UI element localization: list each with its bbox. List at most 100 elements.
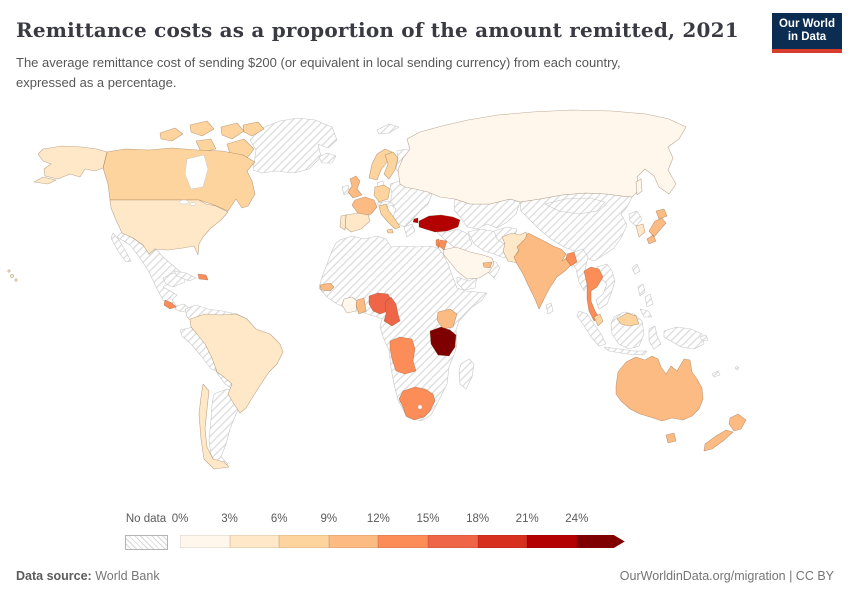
country-mexico[interactable] xyxy=(116,231,184,308)
country-usa[interactable] xyxy=(109,199,229,256)
country-sri-lanka[interactable] xyxy=(545,302,554,315)
great-lakes xyxy=(179,199,189,205)
country-malaysia-peninsula[interactable] xyxy=(593,313,604,327)
country-pakistan[interactable] xyxy=(501,231,529,264)
country-senegal[interactable] xyxy=(319,282,335,292)
legend-bin-5[interactable] xyxy=(427,535,478,548)
country-south-africa[interactable] xyxy=(398,386,436,421)
country-lesotho xyxy=(417,404,423,410)
country-dominican-republic[interactable] xyxy=(197,273,209,281)
legend-bin-2[interactable] xyxy=(279,535,329,548)
legend-bin-3[interactable] xyxy=(328,535,379,548)
country-tanzania[interactable] xyxy=(429,326,457,357)
country-south-korea[interactable] xyxy=(635,223,646,238)
subtitle-line-1: The average remittance cost of sending $… xyxy=(16,55,621,70)
legend-tick-label: 24% xyxy=(565,513,589,525)
island-svalbard[interactable] xyxy=(376,123,400,135)
island-new-caledonia[interactable] xyxy=(711,370,721,378)
legend-bin-7[interactable] xyxy=(527,535,577,548)
country-kenya[interactable] xyxy=(436,308,458,330)
country-malaysia-east[interactable] xyxy=(616,312,640,327)
country-north-korea[interactable] xyxy=(628,210,643,227)
region-syria-iraq[interactable] xyxy=(436,228,473,252)
islands-hawaii[interactable] xyxy=(7,269,11,273)
data-source-value: World Bank xyxy=(91,569,160,583)
island-sulawesi[interactable] xyxy=(648,325,662,350)
country-thailand[interactable] xyxy=(583,266,604,322)
country-sweden[interactable] xyxy=(383,151,399,180)
page-title: Remittance costs as a proportion of the … xyxy=(16,18,739,42)
country-canada-islands[interactable] xyxy=(159,120,265,163)
country-cuba[interactable] xyxy=(173,270,197,282)
country-angola[interactable] xyxy=(389,336,417,375)
country-germany[interactable] xyxy=(373,184,391,203)
country-japan[interactable] xyxy=(646,208,668,245)
data-source-label: Data source: xyxy=(16,569,92,583)
data-source: Data source: World Bank xyxy=(16,569,160,583)
island-sakhalin[interactable] xyxy=(635,178,643,196)
country-russia[interactable] xyxy=(397,109,687,205)
country-australia[interactable] xyxy=(615,355,704,422)
legend-tick-label: 0% xyxy=(171,513,189,525)
legend-tick-label: 9% xyxy=(320,513,338,525)
country-greece[interactable] xyxy=(403,223,416,238)
legend-color-bar xyxy=(180,535,625,548)
island-java[interactable] xyxy=(603,346,648,356)
island-sumatra[interactable] xyxy=(576,310,607,347)
legend-bin-8[interactable] xyxy=(576,535,625,548)
country-saudi-arabia[interactable] xyxy=(442,246,495,280)
country-india[interactable] xyxy=(513,232,573,310)
country-greenland[interactable] xyxy=(249,117,338,174)
country-yemen[interactable] xyxy=(456,276,478,291)
legend-bin-0[interactable] xyxy=(180,535,230,548)
island-new-guinea[interactable] xyxy=(663,326,705,350)
country-iceland[interactable] xyxy=(318,152,337,164)
region-kazakhstan-central-asia[interactable] xyxy=(453,198,521,230)
credit-link[interactable]: OurWorldinData.org/migration | CC BY xyxy=(619,569,834,583)
subtitle-line-2: expressed as a percentage. xyxy=(16,75,177,90)
legend-tick-label: 15% xyxy=(416,513,440,525)
legend-tick-label: 21% xyxy=(515,513,539,525)
country-costa-rica[interactable] xyxy=(163,299,177,310)
country-new-zealand[interactable] xyxy=(703,413,747,452)
country-cameroon[interactable] xyxy=(383,296,401,327)
owid-logo[interactable]: Our World in Data xyxy=(772,13,842,53)
country-alaska[interactable] xyxy=(33,145,108,185)
country-brazil[interactable] xyxy=(189,313,284,414)
country-france[interactable] xyxy=(351,196,378,218)
country-ghana[interactable] xyxy=(355,297,367,315)
legend-bin-1[interactable] xyxy=(229,535,280,548)
country-madagascar[interactable] xyxy=(458,358,475,390)
country-ireland[interactable] xyxy=(341,184,351,196)
islands-hawaii[interactable] xyxy=(14,278,18,282)
legend-tick-label: 3% xyxy=(221,513,238,525)
country-chile[interactable] xyxy=(198,383,230,470)
region-baja-california[interactable] xyxy=(110,232,132,263)
no-data-label: No data xyxy=(125,513,167,525)
country-united-kingdom[interactable] xyxy=(347,175,363,199)
country-turkey[interactable] xyxy=(412,214,461,233)
country-jordan[interactable] xyxy=(438,239,448,251)
legend-bin-4[interactable] xyxy=(378,535,428,548)
chart-subtitle: The average remittance cost of sending $… xyxy=(16,53,621,93)
country-israel[interactable] xyxy=(435,238,440,249)
island-tasmania[interactable] xyxy=(665,432,677,444)
country-spain[interactable] xyxy=(344,212,371,233)
country-uae[interactable] xyxy=(482,261,493,269)
logo-line-1: Our World xyxy=(778,17,835,30)
country-philippines[interactable] xyxy=(637,283,654,318)
islands-hawaii[interactable] xyxy=(10,274,14,278)
island-fiji[interactable] xyxy=(735,366,739,370)
country-bangladesh[interactable] xyxy=(565,251,578,267)
country-italy[interactable] xyxy=(378,203,401,234)
legend-tick-label: 18% xyxy=(466,513,490,525)
no-data-swatch[interactable] xyxy=(125,535,168,550)
island-solomon[interactable] xyxy=(699,334,709,342)
legend-bin-6[interactable] xyxy=(477,535,528,548)
country-taiwan[interactable] xyxy=(631,263,641,275)
country-cote-divoire[interactable] xyxy=(341,296,358,314)
logo-line-2: in Data xyxy=(787,31,827,43)
country-portugal[interactable] xyxy=(339,214,347,231)
